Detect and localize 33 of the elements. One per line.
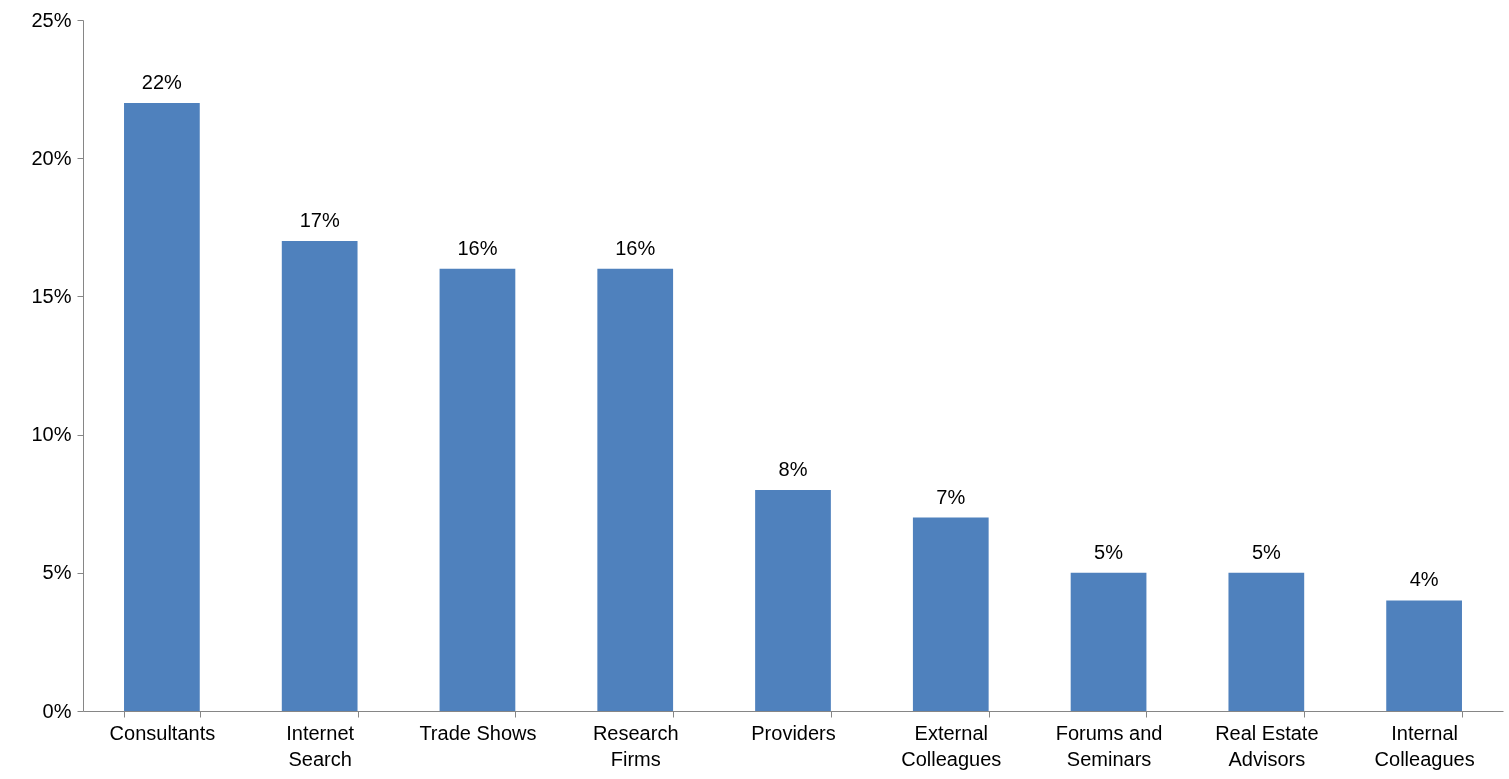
bar (281, 241, 358, 711)
data-label: 5% (1094, 540, 1124, 563)
x-tick-label: External Colleagues (901, 721, 1002, 770)
y-tick-label: 0% (42, 699, 72, 722)
data-label: 4% (1409, 568, 1439, 591)
x-tick-label: Trade Shows (419, 721, 537, 744)
y-tick-label: 10% (31, 423, 72, 446)
data-label: 8% (778, 457, 808, 480)
bar (912, 517, 989, 711)
y-tick-label: 15% (31, 284, 72, 307)
bar (439, 268, 516, 711)
x-tick-label: Providers (751, 721, 836, 744)
bar (755, 489, 831, 711)
x-tick-label: Internet Search (286, 721, 355, 770)
y-tick-label: 20% (31, 146, 72, 169)
x-tick-label: Real Estate Advisors (1215, 721, 1319, 770)
data-label: 7% (936, 485, 966, 508)
y-tick-label: 5% (42, 561, 72, 584)
bar (124, 102, 200, 711)
bar (597, 268, 674, 711)
data-label: 16% (615, 236, 656, 259)
y-tick-label: 25% (31, 8, 72, 31)
bar (1070, 572, 1147, 711)
x-tick-label: Consultants (109, 721, 216, 744)
data-label: 16% (457, 236, 498, 259)
x-tick-label: Forums and Seminars (1055, 721, 1163, 770)
data-label: 5% (1251, 540, 1281, 563)
x-tick-label: Research Firms (592, 721, 679, 770)
bar (1386, 600, 1462, 711)
data-label: 22% (141, 70, 183, 93)
x-tick-label: Internal Colleagues (1374, 721, 1475, 770)
bar (1228, 572, 1305, 711)
data-label: 17% (299, 209, 340, 232)
